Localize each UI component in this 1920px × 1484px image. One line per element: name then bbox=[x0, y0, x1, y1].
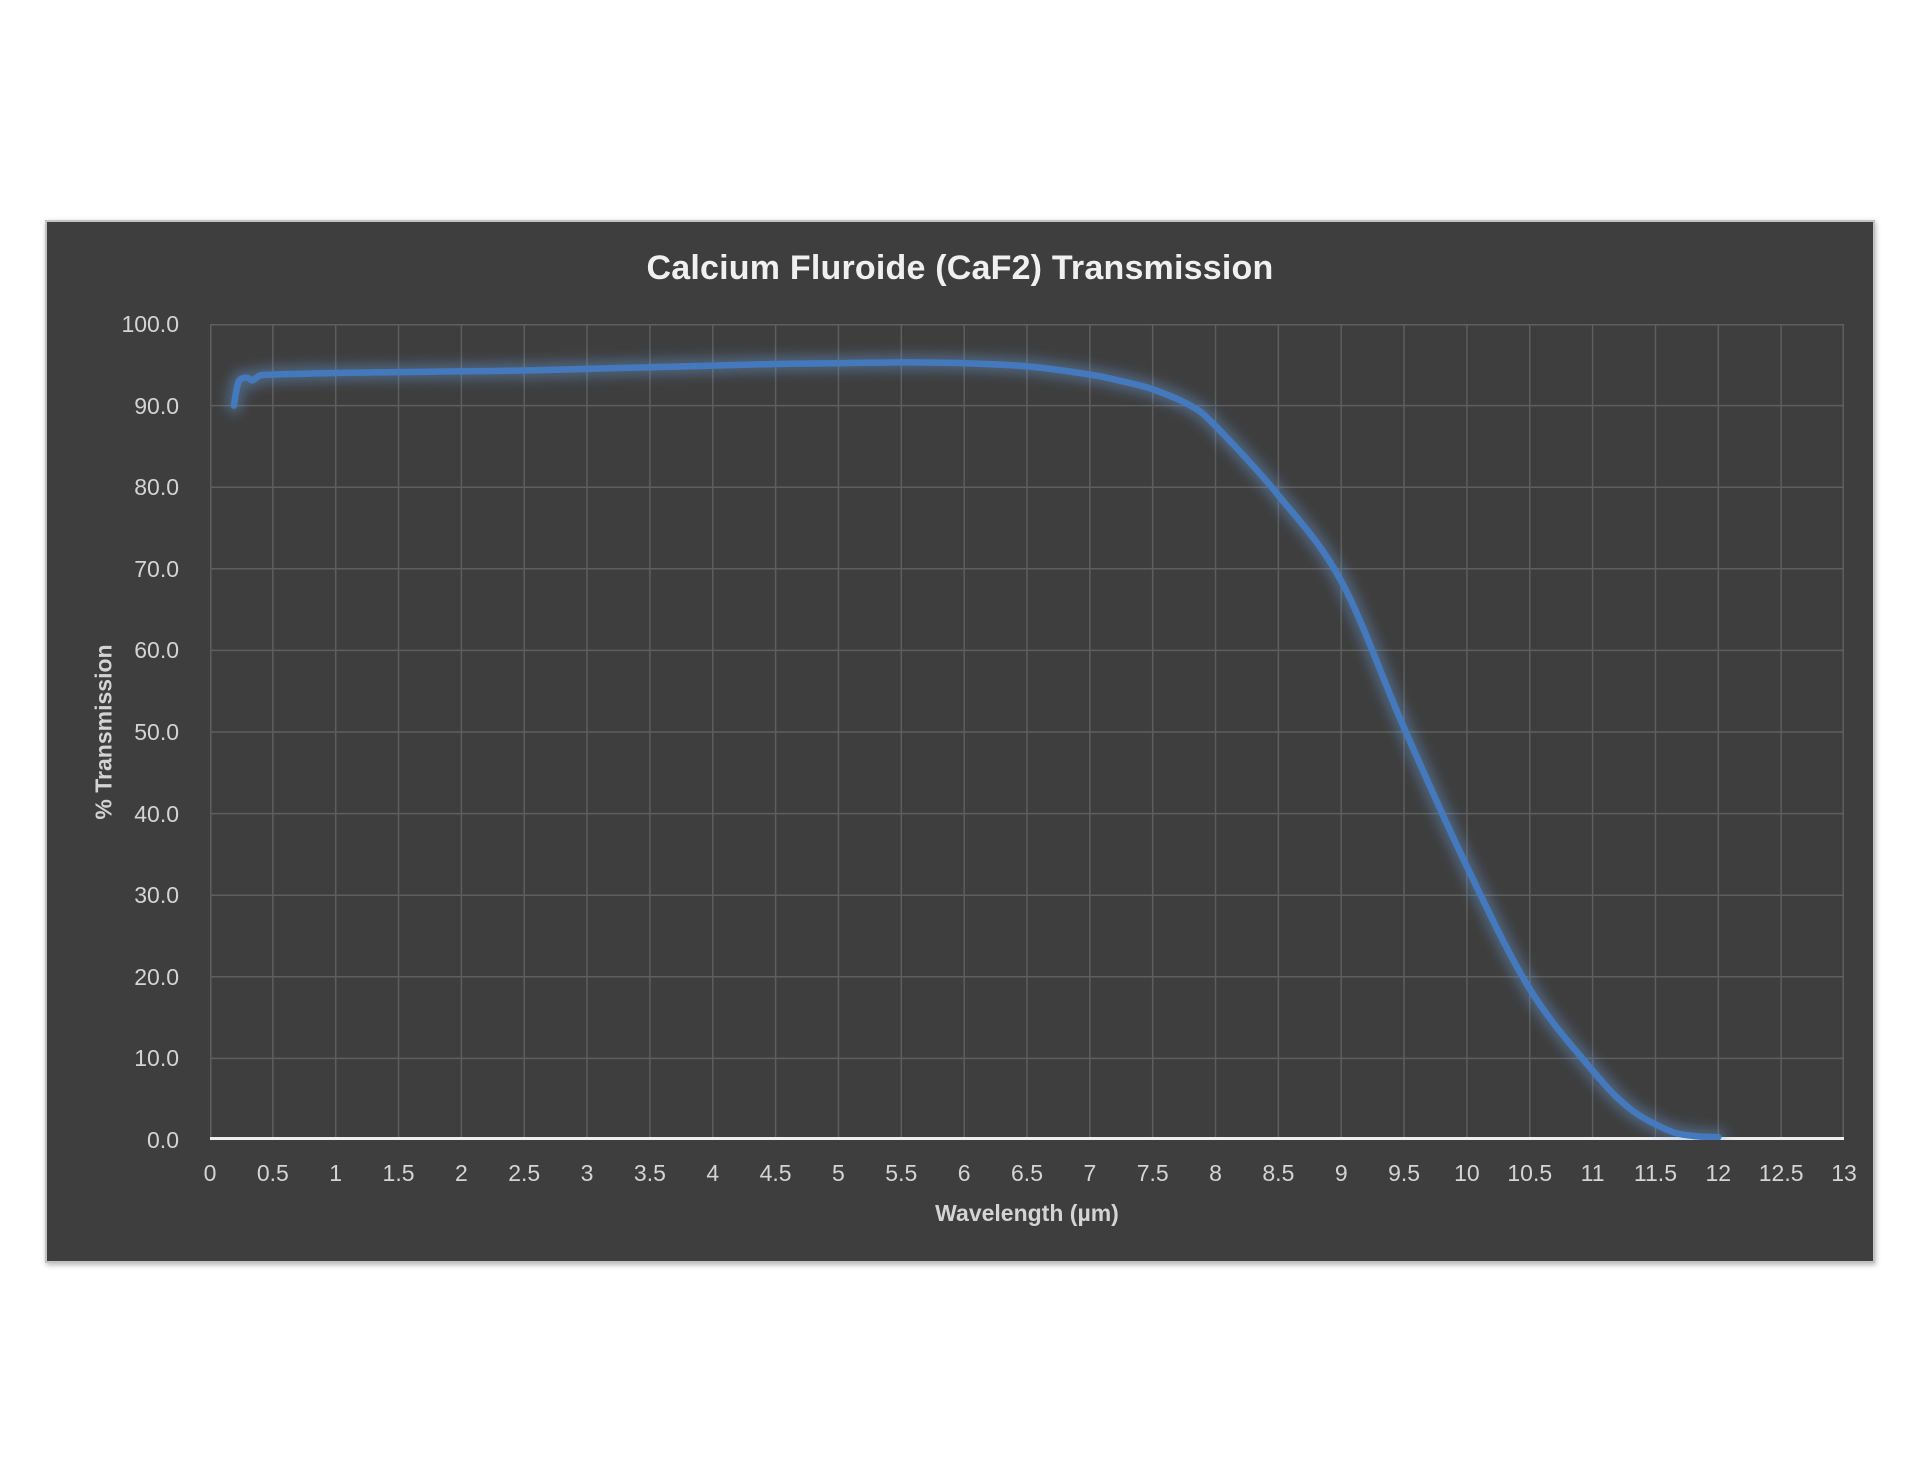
x-tick-label: 8 bbox=[1209, 1160, 1222, 1186]
y-tick-label: 50.0 bbox=[134, 719, 179, 745]
x-tick-label: 3.5 bbox=[633, 1160, 666, 1186]
x-tick-label: 0.5 bbox=[256, 1160, 289, 1186]
x-tick-label: 0 bbox=[203, 1160, 217, 1186]
x-axis-title: Wavelength (µm) bbox=[935, 1200, 1119, 1226]
x-tick-label: 4 bbox=[706, 1160, 720, 1186]
x-tick-label: 7.5 bbox=[1136, 1160, 1169, 1186]
y-tick-label: 100.0 bbox=[121, 311, 179, 337]
y-tick-label: 70.0 bbox=[134, 555, 179, 582]
x-tick-label: 11.5 bbox=[1633, 1160, 1677, 1186]
y-tick-label: 10.0 bbox=[134, 1045, 179, 1072]
chart-frame: Calcium Fluroide (CaF2) Transmission % T… bbox=[45, 220, 1875, 1263]
chart-title: Calcium Fluroide (CaF2) Transmission bbox=[646, 249, 1274, 287]
x-tick-label: 1 bbox=[329, 1160, 343, 1186]
x-tick-label: 8.5 bbox=[1262, 1160, 1295, 1186]
x-tick-label: 2 bbox=[454, 1160, 468, 1186]
x-tick-label: 10 bbox=[1454, 1160, 1480, 1186]
x-tick-label: 5 bbox=[832, 1160, 845, 1186]
y-tick-label: 0.0 bbox=[147, 1127, 179, 1153]
x-tick-label: 10.5 bbox=[1507, 1160, 1553, 1186]
y-tick-label: 90.0 bbox=[134, 392, 179, 419]
x-tick-label: 3 bbox=[580, 1160, 594, 1186]
x-tick-label: 12 bbox=[1705, 1160, 1732, 1186]
x-tick-label: 12.5 bbox=[1758, 1160, 1804, 1186]
y-tick-label: 60.0 bbox=[134, 637, 179, 664]
y-tick-label: 30.0 bbox=[134, 882, 179, 909]
y-tick-label: 40.0 bbox=[134, 800, 179, 827]
x-tick-label: 9 bbox=[1334, 1160, 1348, 1186]
x-tick-label: 2.5 bbox=[508, 1160, 541, 1186]
x-tick-label: 4.5 bbox=[759, 1160, 792, 1186]
x-tick-label: 6 bbox=[957, 1160, 971, 1186]
x-tick-label: 1.5 bbox=[382, 1160, 415, 1186]
series-line bbox=[230, 359, 1722, 1140]
series-line-glow bbox=[225, 354, 1727, 1140]
x-tick-label: 9.5 bbox=[1388, 1160, 1421, 1186]
x-tick-label: 5.5 bbox=[885, 1160, 918, 1186]
x-tick-label: 13 bbox=[1831, 1160, 1857, 1186]
plot-area bbox=[210, 324, 1844, 1140]
y-tick-label: 80.0 bbox=[134, 474, 179, 501]
x-tick-label: 7 bbox=[1083, 1160, 1097, 1186]
x-tick-label: 11 bbox=[1580, 1160, 1605, 1186]
y-tick-label: 20.0 bbox=[134, 963, 179, 990]
x-tick-label: 6.5 bbox=[1011, 1160, 1043, 1186]
